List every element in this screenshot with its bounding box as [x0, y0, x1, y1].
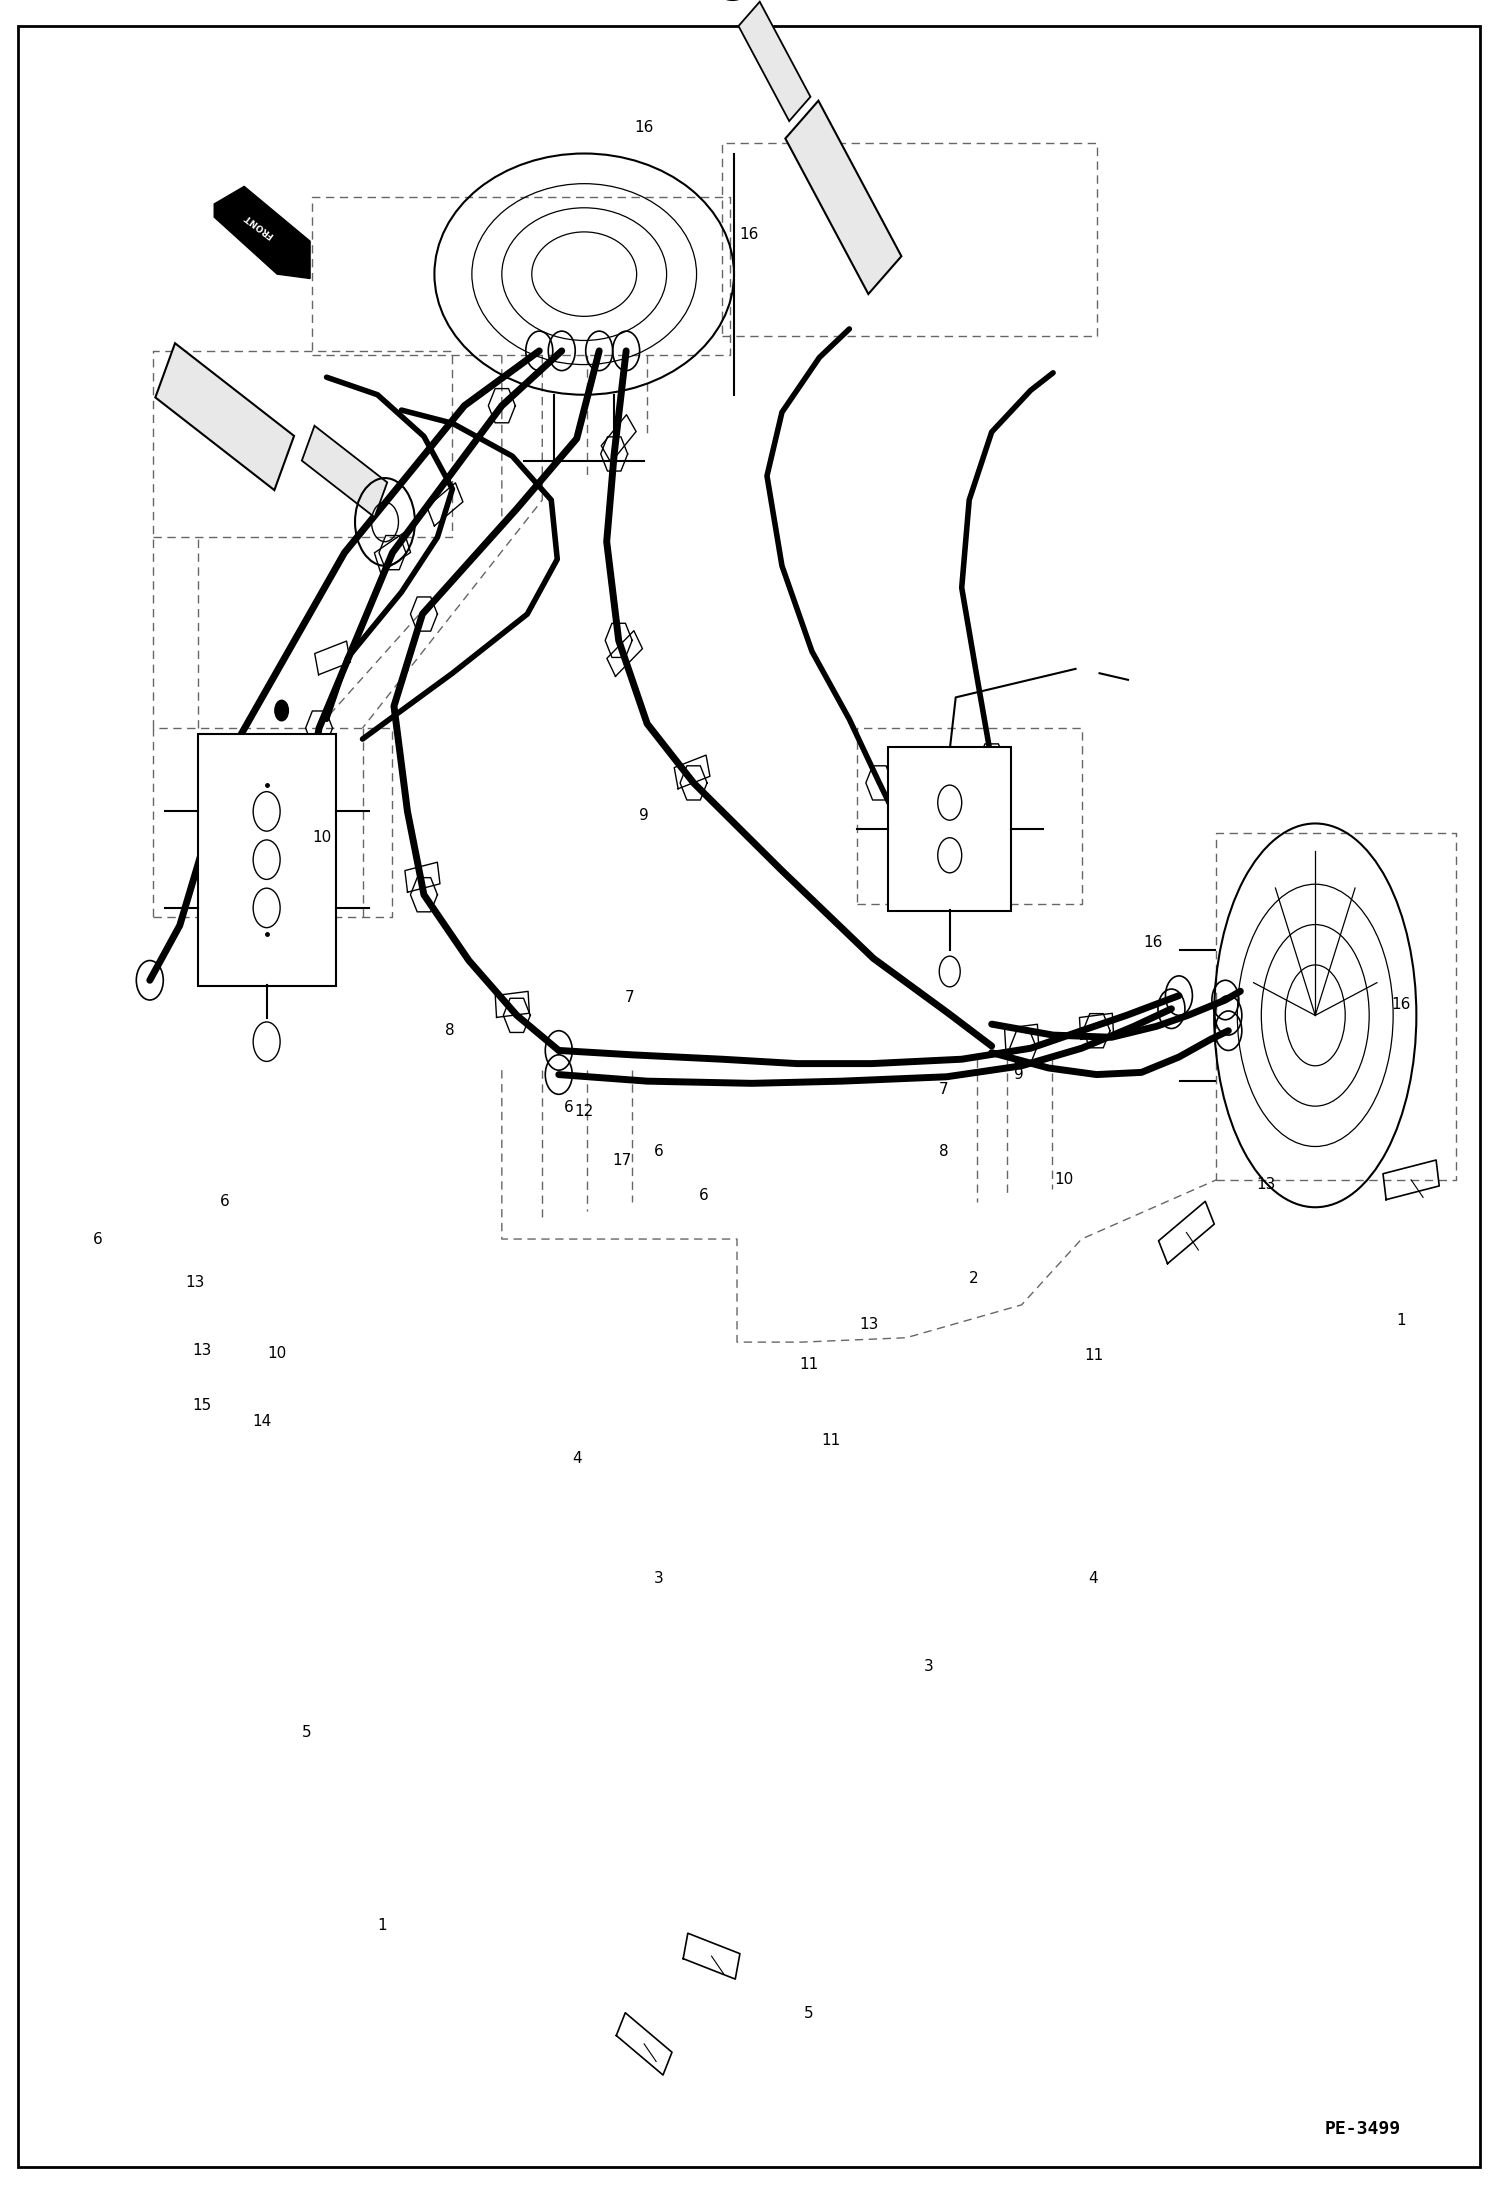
Text: 15: 15: [193, 1399, 211, 1412]
Polygon shape: [739, 2, 810, 121]
Text: 9: 9: [640, 809, 649, 822]
Text: 3: 3: [924, 1660, 933, 1673]
Text: 1: 1: [377, 1919, 386, 1932]
Text: 13: 13: [860, 1318, 878, 1331]
Text: PE-3499: PE-3499: [1324, 2121, 1401, 2138]
Text: 10: 10: [268, 1347, 286, 1360]
Text: 8: 8: [939, 1145, 948, 1158]
Polygon shape: [198, 732, 336, 987]
Polygon shape: [785, 101, 902, 294]
Text: 5: 5: [303, 1726, 312, 1739]
Text: 11: 11: [1085, 1349, 1103, 1362]
Text: 6: 6: [655, 1145, 664, 1158]
Circle shape: [274, 700, 289, 721]
Text: 6: 6: [700, 1189, 709, 1202]
Text: 16: 16: [1144, 936, 1162, 950]
Text: 4: 4: [1089, 1572, 1098, 1586]
Text: 7: 7: [625, 991, 634, 1004]
Text: 17: 17: [613, 1154, 631, 1167]
Text: 6: 6: [220, 1195, 229, 1208]
Polygon shape: [301, 425, 388, 518]
Text: 16: 16: [1392, 998, 1410, 1011]
Text: 5: 5: [804, 2007, 813, 2020]
Text: 16: 16: [740, 228, 758, 241]
Text: 11: 11: [822, 1434, 840, 1447]
Text: 10: 10: [313, 831, 331, 844]
Text: 13: 13: [193, 1344, 211, 1357]
Text: 12: 12: [575, 1105, 593, 1118]
Polygon shape: [214, 186, 310, 279]
Text: 3: 3: [655, 1572, 664, 1586]
Text: 16: 16: [635, 121, 653, 134]
Text: 14: 14: [253, 1414, 271, 1428]
Polygon shape: [156, 344, 294, 489]
Text: 7: 7: [939, 1083, 948, 1096]
Text: 4: 4: [572, 1452, 581, 1465]
Text: 10: 10: [1055, 1173, 1073, 1186]
Text: 8: 8: [445, 1024, 454, 1037]
Text: 2: 2: [969, 1272, 978, 1285]
Text: 6: 6: [565, 1101, 574, 1114]
Text: 1: 1: [1396, 1314, 1405, 1327]
Text: 6: 6: [93, 1232, 102, 1246]
Text: FRONT: FRONT: [243, 213, 276, 239]
Text: 9: 9: [1014, 1068, 1023, 1081]
Text: 13: 13: [186, 1276, 204, 1289]
Text: 11: 11: [800, 1357, 818, 1371]
Text: 13: 13: [1257, 1178, 1275, 1191]
Polygon shape: [888, 746, 1011, 912]
